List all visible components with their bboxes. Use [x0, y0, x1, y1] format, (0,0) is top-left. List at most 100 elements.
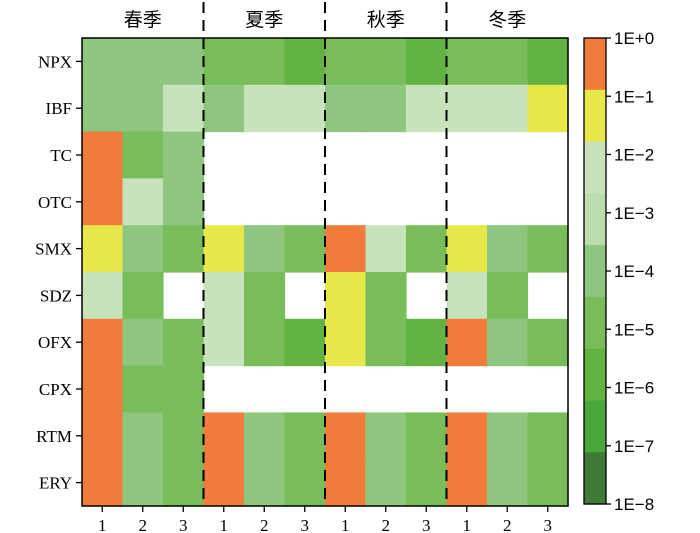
heatmap-cell-RTM-6 — [325, 412, 367, 460]
heatmap-cell-RTM-4 — [244, 412, 286, 460]
heatmap-cell-SMX-5 — [284, 225, 326, 273]
season-dividers — [202, 2, 448, 506]
heatmap-cell-OTC-0 — [82, 178, 124, 226]
heatmap-cell-IBF-0 — [82, 84, 124, 133]
heatmap-cell-RTM-9 — [446, 412, 488, 460]
heatmap-cell-SDZ-6 — [325, 272, 367, 320]
heatmap-cell-IBF-7 — [365, 84, 407, 133]
heatmap-cell-ERY-5 — [284, 459, 326, 507]
plot-frame — [81, 37, 569, 507]
heatmap-cell-SDZ-4 — [244, 272, 286, 320]
x-tick-label: 3 — [422, 516, 431, 533]
heatmap-cell-NPX-9 — [446, 38, 488, 86]
heatmap-cell-NPX-3 — [203, 38, 245, 86]
colorbar-band — [584, 348, 606, 402]
colorbar-tick-label: 1E−5 — [614, 320, 654, 339]
heatmap-cell-TC-0 — [82, 131, 124, 179]
heatmap-cell-ERY-3 — [203, 459, 245, 507]
heatmap-cell-IBF-8 — [406, 84, 448, 133]
season-label: 秋季 — [367, 9, 405, 31]
heatmap-cell-NPX-0 — [82, 38, 124, 86]
heatmap-cell-OFX-9 — [446, 318, 488, 367]
heatmap-cell-NPX-6 — [325, 38, 367, 86]
season-label: 春季 — [124, 9, 162, 31]
heatmap-cell-IBF-9 — [446, 84, 488, 133]
colorbar-tick-label: 1E−8 — [614, 495, 654, 514]
heatmap-cell-OFX-1 — [122, 318, 164, 367]
heatmap-cell-ERY-0 — [82, 459, 124, 507]
colorbar-band — [584, 141, 606, 194]
y-tick-label: IBF — [46, 99, 72, 118]
x-tick-label: 2 — [139, 516, 148, 533]
heatmap-cell-NPX-5 — [284, 38, 326, 86]
plot-border — [81, 37, 569, 507]
heatmap-cell-SDZ-0 — [82, 272, 124, 320]
x-tick-label: 1 — [220, 516, 229, 533]
y-tick-label: RTM — [36, 427, 72, 446]
heatmap-cell-SMX-3 — [203, 225, 245, 273]
x-tick-label: 3 — [301, 516, 310, 533]
x-tick-label: 2 — [503, 516, 512, 533]
y-tick-label: NPX — [38, 52, 72, 71]
heatmap-cell-NPX-4 — [244, 38, 286, 86]
heatmap-cell-OFX-4 — [244, 318, 286, 367]
heatmap-cell-RTM-1 — [122, 412, 164, 460]
heatmap-cell-OFX-3 — [203, 318, 245, 367]
x-axis-labels: 1 2 3 1 2 3 1 2 3 1 2 3 — [98, 506, 552, 533]
heatmap-cell-SDZ-3 — [203, 272, 245, 320]
heatmap-cell-IBF-6 — [325, 84, 367, 133]
heatmap-cell-SMX-10 — [487, 225, 529, 273]
heatmap-cell-ERY-2 — [163, 459, 205, 507]
heatmap-cell-IBF-1 — [122, 84, 164, 133]
heatmap-cell-NPX-10 — [487, 38, 529, 86]
colorbar-band — [584, 38, 606, 91]
heatmap-cell-OTC-1 — [122, 178, 164, 226]
colorbar-tick-label: 1E−4 — [614, 262, 654, 281]
heatmap-cell-NPX-1 — [122, 38, 164, 86]
heatmap-cell-ERY-9 — [446, 459, 488, 507]
colorbar-band — [584, 296, 606, 350]
heatmap-cell-RTM-2 — [163, 412, 205, 460]
heatmap-cell-RTM-10 — [487, 412, 529, 460]
heatmap-cell-ERY-4 — [244, 459, 286, 507]
heatmap-cells — [82, 38, 569, 507]
colorbar-tick-label: 1E−3 — [614, 204, 654, 223]
heatmap-cell-SMX-0 — [82, 225, 124, 273]
heatmap-cell-OFX-11 — [527, 318, 569, 367]
heatmap-cell-TC-2 — [163, 131, 205, 179]
colorbar-band — [584, 193, 606, 246]
y-tick-label: SMX — [35, 240, 72, 259]
season-label: 冬季 — [488, 9, 526, 31]
heatmap-cell-SMX-1 — [122, 225, 164, 273]
heatmap-cell-SMX-7 — [365, 225, 407, 273]
heatmap-cell-OFX-8 — [406, 318, 448, 367]
heatmap-cell-CPX-0 — [82, 365, 124, 413]
season-labels: 春季 夏季 秋季 冬季 — [124, 9, 527, 31]
heatmap-cell-RTM-11 — [527, 412, 569, 460]
heatmap-cell-IBF-4 — [244, 84, 286, 133]
heatmap-cell-SDZ-7 — [365, 272, 407, 320]
heatmap-cell-SMX-8 — [406, 225, 448, 273]
heatmap-cell-SDZ-9 — [446, 272, 488, 320]
heatmap-cell-OFX-10 — [487, 318, 529, 367]
x-tick-label: 3 — [544, 516, 553, 533]
heatmap-cell-ERY-6 — [325, 459, 367, 507]
heatmap-cell-ERY-7 — [365, 459, 407, 507]
colorbar-band — [584, 452, 606, 505]
x-tick-label: 3 — [179, 516, 188, 533]
x-tick-label: 2 — [260, 516, 269, 533]
colorbar-tick-label: 1E−6 — [614, 379, 654, 398]
x-tick-label: 2 — [382, 516, 391, 533]
heatmap-cell-CPX-2 — [163, 365, 205, 413]
heatmap-cell-RTM-0 — [82, 412, 124, 460]
heatmap-cell-ERY-8 — [406, 459, 448, 507]
y-tick-label: SDZ — [40, 286, 72, 305]
heatmap-cell-TC-1 — [122, 131, 164, 179]
heatmap-cell-OFX-0 — [82, 318, 124, 367]
heatmap-cell-SMX-9 — [446, 225, 488, 273]
heatmap-cell-ERY-10 — [487, 459, 529, 507]
heatmap-cell-RTM-3 — [203, 412, 245, 460]
heatmap-cell-IBF-5 — [284, 84, 326, 133]
heatmap-cell-OFX-5 — [284, 318, 326, 367]
heatmap-cell-CPX-1 — [122, 365, 164, 413]
